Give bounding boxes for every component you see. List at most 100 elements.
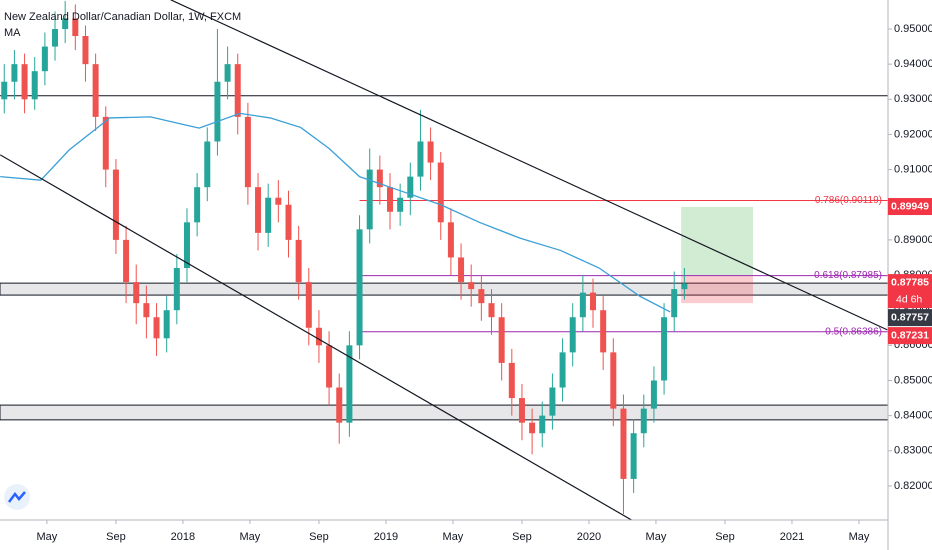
y-tick-label: 0.89000: [894, 234, 932, 246]
y-tick-label: 0.85000: [894, 374, 932, 386]
axes: 0.820000.830000.840000.850000.860000.870…: [37, 23, 932, 543]
candle-body: [661, 317, 668, 381]
candle-body: [234, 64, 241, 117]
candle-body: [620, 408, 627, 479]
candle-body: [82, 36, 89, 65]
candle-body: [143, 303, 150, 318]
candle-body: [356, 229, 363, 346]
y-tick-label: 0.92000: [894, 128, 932, 140]
candle-body: [630, 433, 637, 479]
candle-body: [31, 71, 38, 100]
zone: [0, 404, 888, 421]
candle-body: [72, 18, 79, 37]
price-label-box: [888, 309, 932, 327]
x-tick-label: 2019: [374, 531, 398, 543]
candle-body: [204, 141, 211, 188]
candle-body: [427, 141, 434, 163]
y-tick-label: 0.93000: [894, 93, 932, 105]
x-tick-label: May: [646, 531, 667, 543]
candle-body: [92, 64, 99, 117]
y-tick-label: 0.91000: [894, 164, 932, 176]
countdown: 4d 6h: [896, 293, 922, 305]
price-label: 0.89949: [891, 200, 929, 212]
trend-line: [170, 0, 888, 331]
price-label: 0.87757: [891, 311, 929, 323]
x-tick-label: Sep: [512, 531, 532, 543]
candle-body: [315, 327, 322, 346]
trend-line: [0, 154, 632, 520]
candle-body: [336, 387, 343, 423]
y-tick-label: 0.94000: [894, 58, 932, 70]
x-tick-label: 2020: [577, 531, 601, 543]
candle-body: [326, 345, 333, 388]
candle-body: [569, 317, 576, 353]
candle-body: [376, 169, 383, 188]
candle-body: [133, 282, 140, 304]
candle-body: [265, 197, 272, 233]
candle-body: [11, 64, 18, 82]
fib-label: 0.786(0.90119): [815, 195, 882, 206]
candle-body: [447, 222, 454, 258]
candle-body: [458, 257, 465, 283]
candle-body: [600, 310, 607, 353]
price-label: 0.87231: [891, 329, 929, 341]
position-target: [681, 206, 753, 277]
candle-body: [173, 268, 180, 311]
candle-body: [123, 239, 130, 283]
y-tick-label: 0.95000: [894, 23, 932, 35]
candle-body: [153, 317, 160, 339]
x-tick-label: May: [443, 531, 464, 543]
x-tick-label: May: [240, 531, 261, 543]
price-label-box: [888, 274, 932, 309]
candle-body: [102, 116, 109, 170]
candle-body: [539, 415, 546, 434]
candle-body: [407, 176, 414, 198]
candle-body: [478, 289, 485, 304]
candle-body: [285, 204, 292, 240]
candle-body: [112, 169, 119, 240]
moving-average: [0, 112, 671, 313]
candle-body: [52, 28, 59, 47]
candle-body: [295, 239, 302, 283]
candle-body: [417, 141, 424, 177]
y-tick-label: 0.84000: [894, 410, 932, 422]
candle-body: [640, 408, 647, 434]
candle-body: [671, 289, 678, 318]
candle-body: [437, 162, 444, 223]
candle-body: [681, 283, 688, 290]
fib-label: 0.618(0.87985): [814, 270, 882, 281]
candle-body: [346, 345, 353, 423]
candle-body: [214, 81, 221, 142]
candle-body: [305, 282, 312, 328]
candle-body: [62, 18, 69, 29]
x-tick-label: 2021: [780, 531, 804, 543]
candle-body: [488, 303, 495, 318]
candle-body: [194, 187, 201, 223]
x-tick-label: 2018: [171, 531, 195, 543]
price-label: 0.87785: [891, 276, 929, 288]
candle-body: [397, 197, 404, 212]
candle-body: [559, 352, 566, 388]
candle-body: [21, 64, 28, 100]
chart-title: New Zealand Dollar/Canadian Dollar, 1W, …: [4, 11, 241, 23]
x-tick-label: Sep: [106, 531, 126, 543]
candle-body: [498, 317, 505, 363]
candle-body: [508, 362, 515, 399]
candle-body: [183, 222, 190, 269]
candle-body: [41, 46, 48, 72]
candle-body: [610, 352, 617, 409]
x-tick-label: Sep: [309, 531, 329, 543]
candle-body: [163, 310, 170, 339]
indicator-label: MA: [4, 27, 21, 39]
x-tick-label: Sep: [715, 531, 735, 543]
price-label-box: [888, 327, 932, 345]
candle-body: [518, 398, 525, 423]
candle-body: [1, 81, 8, 100]
logo: [4, 484, 30, 510]
plot-area: 0.786(0.90119) 0.618(0.87985) 0.5(0.86386): [0, 0, 888, 520]
candle-body: [244, 116, 251, 188]
candle-body: [468, 282, 475, 290]
candle-body: [579, 292, 586, 318]
